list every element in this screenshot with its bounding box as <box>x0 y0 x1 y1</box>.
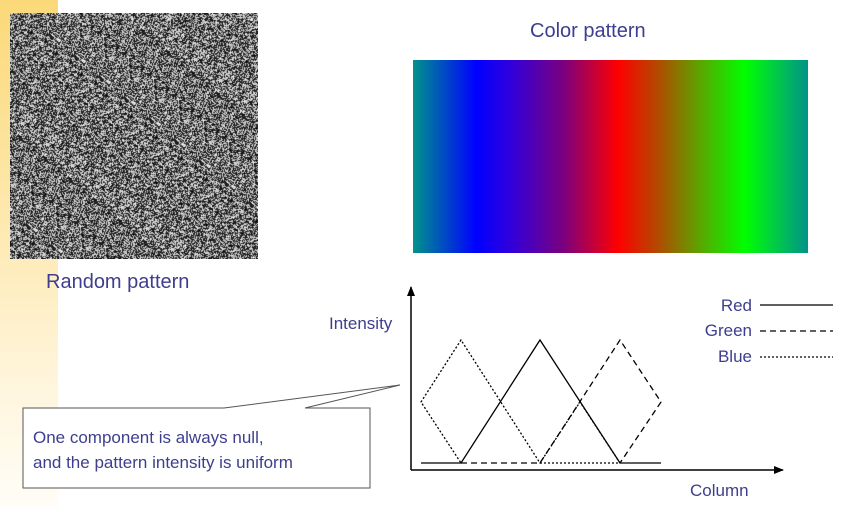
callout-box <box>22 384 401 489</box>
random-pattern-image <box>10 13 258 259</box>
red-line <box>421 338 661 464</box>
green-line <box>461 338 662 464</box>
callout-line-1: One component is always null, <box>33 428 264 447</box>
color-pattern-gradient <box>413 60 808 253</box>
legend-green-label: Green <box>705 321 752 340</box>
x-axis-label: Column <box>690 481 749 500</box>
y-axis-label: Intensity <box>329 314 393 333</box>
color-pattern-title: Color pattern <box>530 20 646 42</box>
blue-line <box>420 338 622 465</box>
legend-blue-label: Blue <box>718 347 752 366</box>
random-pattern-caption: Random pattern <box>46 271 190 293</box>
callout-line-2: and the pattern intensity is uniform <box>33 453 293 472</box>
legend-red-label: Red <box>721 296 752 315</box>
